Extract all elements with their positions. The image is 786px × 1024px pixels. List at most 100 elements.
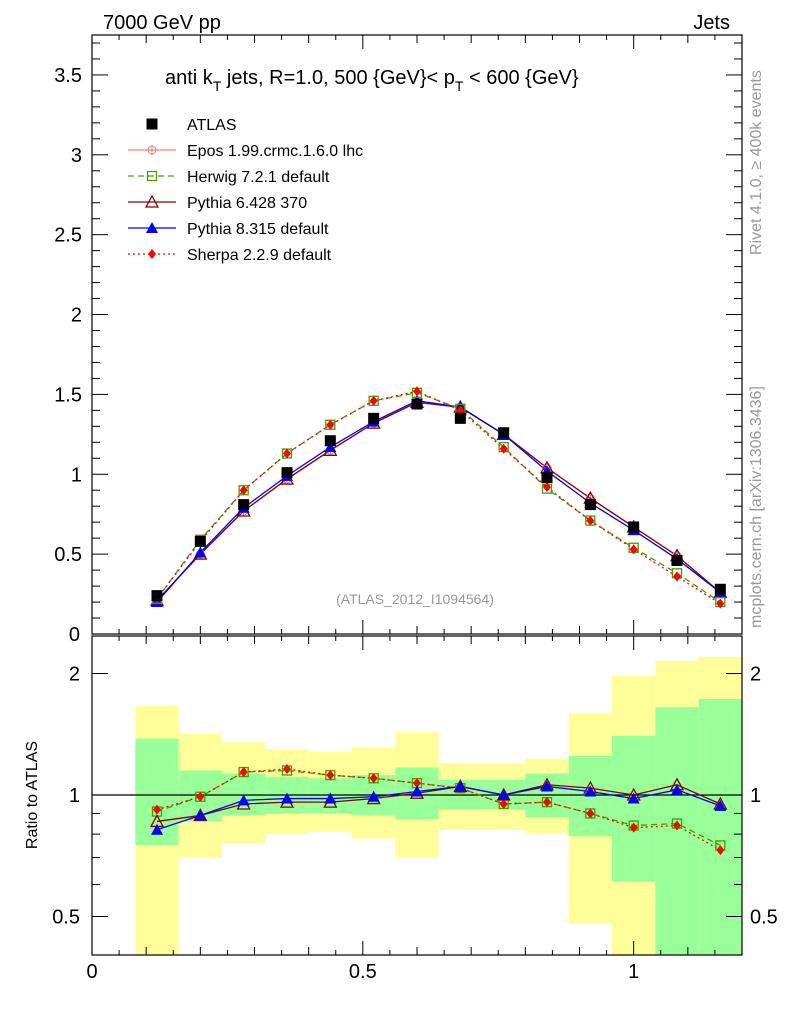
point-atlas [541,471,553,483]
ratio-point-sherpa [326,770,335,781]
ratio-point-pythia8 [194,809,207,821]
ratio-point-sherpa [196,791,205,802]
point-sherpa [326,419,335,430]
x-tick-label: 1 [628,961,639,983]
ratio-point-sherpa [369,773,378,784]
ratio-point-sherpa [413,778,421,789]
point-sherpa [716,598,725,609]
ratio-line-sherpa [156,768,721,851]
legend-label: Pythia 6.428 370 [187,195,307,212]
ratio-point-sherpa [283,763,291,774]
point-atlas [411,398,423,410]
axis-ticks [91,35,743,956]
ratio-point-pythia8 [714,799,727,811]
ratio-point-pythia8 [541,780,553,792]
point-pythia8 [324,441,337,453]
legend-marker [147,145,157,155]
legend-label: Herwig 7.2.1 default [187,169,330,186]
point-sherpa [629,544,638,555]
x-tick-label: 0 [86,961,97,983]
line-pythia6 [156,401,721,601]
ratio-point-sherpa [673,820,681,831]
ratio-tick-label-left: 0.5 [52,907,80,929]
ratio-point-pythia8 [324,792,337,804]
point-sherpa [543,482,551,493]
legend-label: ATLAS [187,117,237,134]
y-tick-label: 3 [71,145,82,167]
ratio-tick-label-left: 1 [69,785,80,807]
legend-marker [146,222,158,233]
ratio-tick-label-right: 1 [750,785,761,807]
y-tick-label: 2.5 [54,225,82,247]
legend-item-atlas: ATLAS [146,117,237,134]
legend-marker [148,249,156,259]
ratio-line-pythia8 [156,785,721,831]
point-atlas [368,412,380,424]
y-tick-label: 0.5 [54,544,82,566]
x-tick-label: 0.5 [349,961,377,983]
ratio-point-sherpa [629,822,638,833]
ratio-point-sherpa [586,808,595,819]
ratio-line-pythia6 [156,784,721,823]
legend-item-pythia6: Pythia 6.428 370 [128,194,307,212]
legend-item-pythia8: Pythia 8.315 default [128,221,329,238]
ratio-point-pythia8 [671,783,683,795]
point-sherpa [413,386,421,397]
analysis-watermark: (ATLAS_2012_I1094564) [336,591,494,607]
point-atlas [238,499,250,511]
ratio-tick-label-right: 0.5 [750,907,778,929]
chart-title: anti kT jets, R=1.0, 500 {GeV}< pT < 600… [165,67,579,94]
legend-item-sherpa: Sherpa 2.2.9 default [128,247,332,264]
legend-marker [146,118,158,130]
ratio-point-sherpa [543,797,551,808]
series-lines [156,390,721,851]
y-tick-label: 0 [69,624,80,646]
ratio-point-sherpa [499,798,508,809]
uncertainty-bands [92,656,742,955]
ratio-point-pythia8 [367,790,380,802]
point-sherpa [499,443,508,454]
band-inner-bin [612,736,656,882]
line-herwig [156,392,721,603]
point-sherpa [586,515,595,526]
point-atlas [584,499,596,511]
legend-item-epos: Epos 1.99.crmc.1.6.0 lhc [128,143,363,160]
mcplots-source-label: mcplots.cern.ch [arXiv:1306.3436] [748,386,765,628]
point-atlas [194,535,206,547]
point-atlas [454,412,466,424]
series-markers [149,386,728,856]
point-atlas [671,555,683,567]
point-sherpa [283,448,291,459]
legend-label: Epos 1.99.crmc.1.6.0 lhc [187,143,363,160]
legend-marker [146,170,158,182]
y-tick-label: 2 [71,305,82,327]
legend-label: Sherpa 2.2.9 default [187,247,332,264]
point-atlas [324,435,336,447]
ratio-ylabel: Ratio to ATLAS [24,741,41,849]
y-tick-label: 3.5 [54,65,82,87]
ratio-point-sherpa [239,767,248,778]
legend-label: Pythia 8.315 default [187,221,329,238]
ratio-point-sherpa [153,804,161,815]
ratio-tick-label-right: 2 [750,664,761,686]
ratio-tick-label-left: 2 [69,664,80,686]
point-atlas [628,521,640,533]
tick-labels: 0 0.5 1 0 0.5 1 1.5 2 2.5 3 3.5 0.5 0.5 1 1 2 2 [52,65,778,983]
ratio-point-pythia8 [584,785,597,797]
point-atlas [714,583,726,595]
legend-marker [144,194,160,208]
legend-item-herwig: Herwig 7.2.1 default [128,169,330,186]
ratio-point-pythia8 [237,794,250,806]
ratio-point-sherpa [716,845,725,856]
rivet-version-label: Rivet 4.1.0, ≥ 400k events [748,70,765,255]
ratio-point-pythia8 [411,785,423,797]
ratio-point-pythia8 [151,823,163,835]
point-atlas [498,427,510,439]
point-pythia8 [194,546,207,558]
ratio-point-pythia8 [454,780,467,792]
y-tick-label: 1.5 [54,384,82,406]
header-right: Jets [693,12,730,34]
y-tick-label: 1 [71,464,82,486]
ratio-point-pythia8 [497,789,510,800]
